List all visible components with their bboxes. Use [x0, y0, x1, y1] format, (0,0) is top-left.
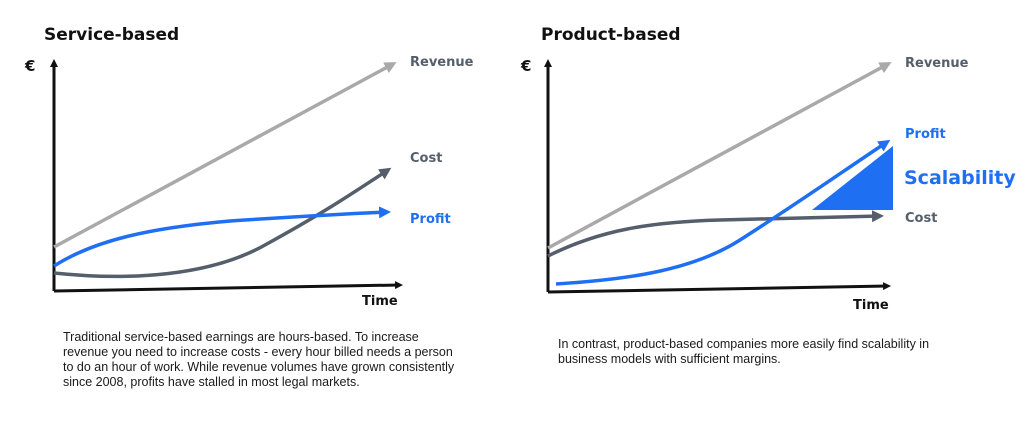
product-based-chart: € Time Revenue Cost Scalability Profit [520, 56, 1016, 313]
product-revenue-label: Revenue [905, 56, 969, 71]
service-y-axis-symbol: € [24, 57, 35, 75]
service-profit-curve [53, 206, 391, 268]
product-x-axis-label: Time [853, 298, 889, 313]
product-based-caption: In contrast, product-based companies mor… [558, 337, 930, 366]
service-x-axis-label: Time [362, 294, 398, 309]
service-revenue-label: Revenue [410, 55, 474, 70]
service-profit-label: Profit [410, 212, 451, 227]
product-revenue-line [547, 62, 892, 250]
service-based-chart: € Time Revenue Cost Profit [24, 55, 474, 309]
service-based-title: Service-based [44, 25, 180, 45]
service-cost-curve [53, 167, 392, 279]
service-cost-label: Cost [410, 151, 442, 166]
product-cost-label: Cost [905, 211, 937, 226]
product-x-axis [547, 282, 891, 294]
service-revenue-line [53, 62, 397, 249]
service-x-axis [53, 281, 403, 293]
scalability-label: Scalability [904, 167, 1016, 189]
product-based-title: Product-based [541, 25, 681, 45]
product-y-axis-symbol: € [520, 57, 531, 75]
scalability-triangle [812, 146, 893, 210]
product-profit-curve [555, 139, 891, 286]
service-based-caption: Traditional service-based earnings are h… [63, 330, 455, 389]
product-profit-label: Profit [905, 127, 946, 142]
product-cost-curve [547, 210, 884, 258]
